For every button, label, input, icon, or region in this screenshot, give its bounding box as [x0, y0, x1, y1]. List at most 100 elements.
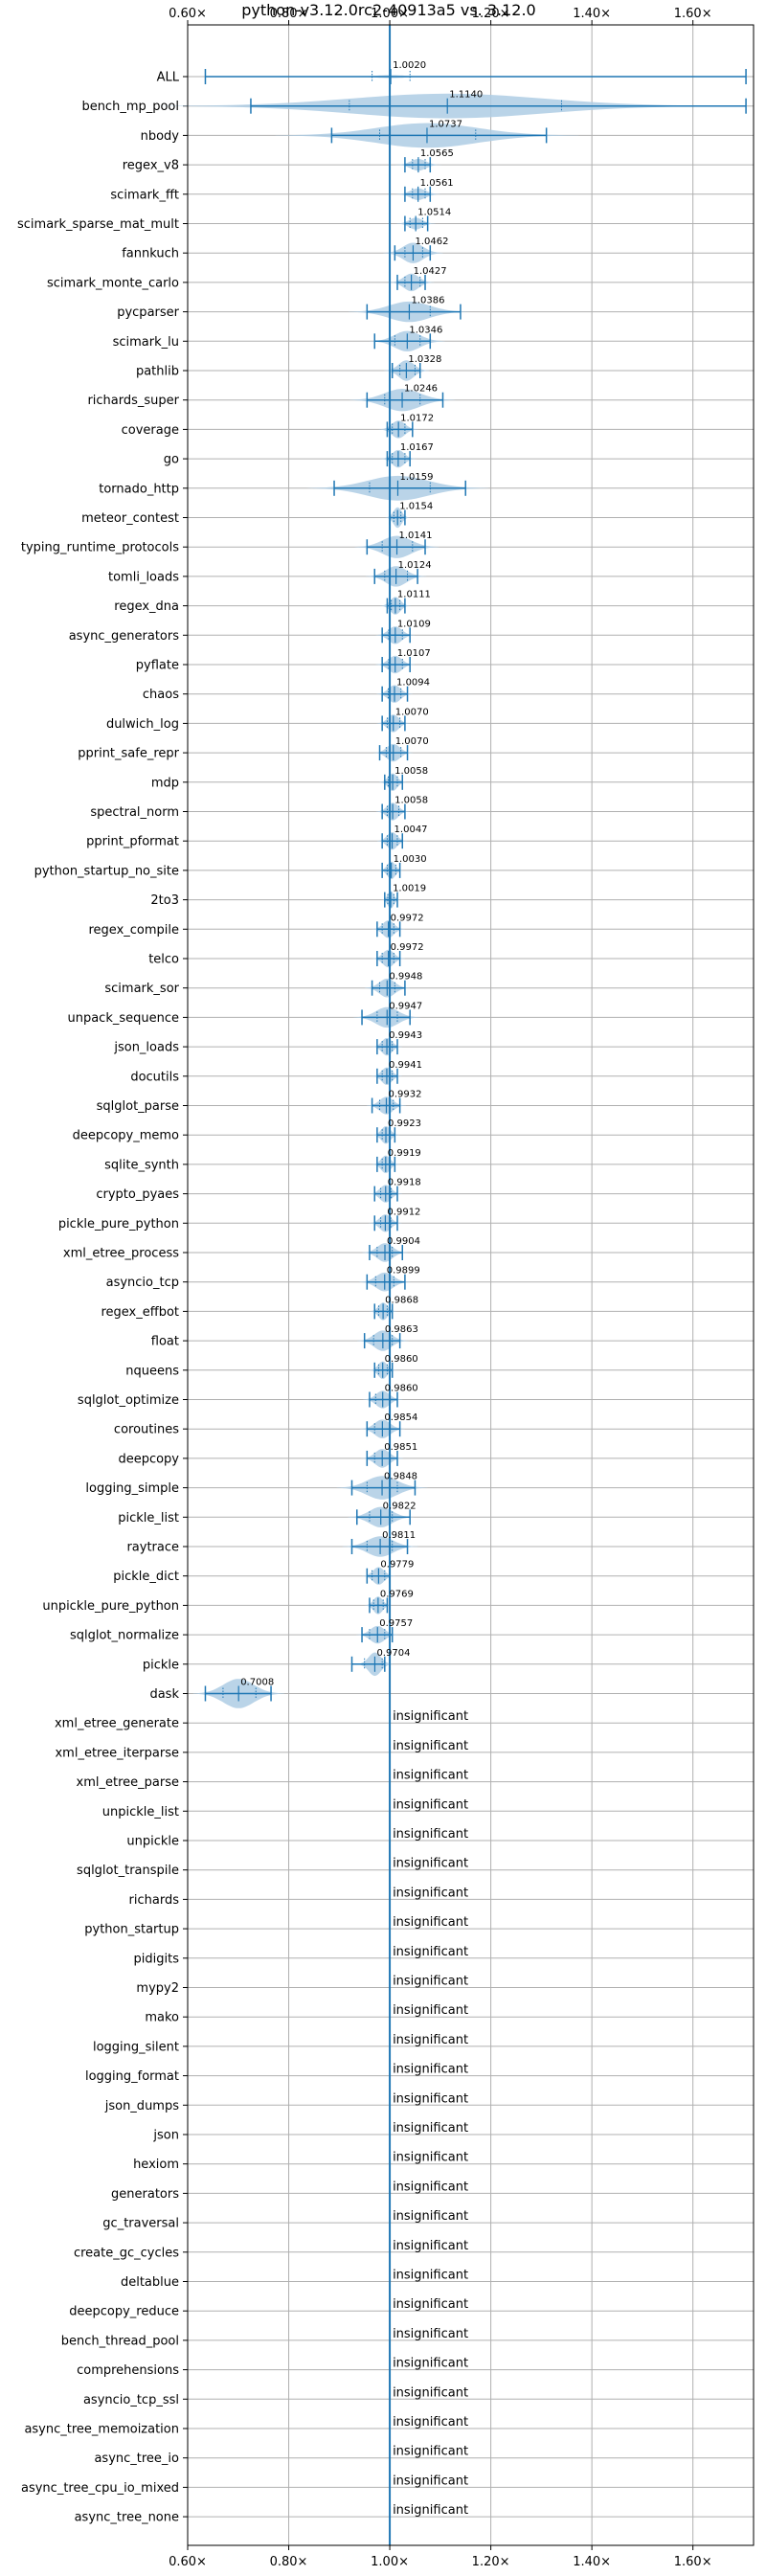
category-label: chaos: [143, 688, 179, 702]
value-label: 0.9848: [384, 1472, 417, 1482]
category-label: xml_etree_iterparse: [55, 1746, 179, 1760]
value-label: 1.0167: [400, 442, 434, 453]
value-label: 1.0058: [394, 766, 428, 777]
category-label: logging_format: [85, 2069, 179, 2084]
insignificant-label: insignificant: [393, 2445, 468, 2459]
category-label: regex_effbot: [101, 1305, 179, 1320]
category-label: comprehensions: [77, 2363, 179, 2378]
category-label: async_tree_none: [75, 2511, 179, 2525]
x-tick-label-top: 1.60×: [674, 7, 712, 21]
x-tick-label-bottom: 0.60×: [169, 2555, 207, 2569]
value-label: 0.9899: [387, 1266, 420, 1277]
insignificant-label: insignificant: [393, 2151, 468, 2165]
category-label: richards_super: [87, 394, 179, 408]
value-label: 0.9918: [388, 1178, 421, 1188]
category-label: bench_thread_pool: [61, 2334, 179, 2348]
category-label: async_tree_cpu_io_mixed: [21, 2481, 179, 2496]
value-label: 1.0107: [397, 648, 431, 659]
insignificant-label: insignificant: [393, 2003, 468, 2018]
category-label: meteor_contest: [81, 511, 179, 526]
category-label: logging_simple: [85, 1481, 179, 1496]
value-label: 0.9854: [384, 1412, 417, 1423]
value-label: 1.0462: [415, 237, 448, 247]
category-label: pickle_pure_python: [58, 1217, 179, 1232]
category-label: typing_runtime_protocols: [21, 541, 179, 555]
category-label: scimark_fft: [110, 188, 179, 202]
value-label: 0.9769: [380, 1589, 414, 1599]
value-label: 0.9822: [383, 1501, 417, 1511]
category-label: dask: [149, 1687, 179, 1702]
category-label: json_dumps: [104, 2099, 179, 2113]
value-label: 1.0094: [396, 678, 430, 689]
value-label: 1.0246: [404, 384, 438, 395]
value-label: 1.0427: [414, 266, 447, 277]
value-label: 0.9947: [389, 1001, 422, 1011]
label-layer: 0.60× 0.60× 0.80× 0.80× 1.00× 1.00× 1.20× 1.20×…: [17, 7, 712, 2569]
insignificant-label: insignificant: [393, 2091, 468, 2106]
plot-frame: [187, 24, 755, 2546]
insignificant-label: insignificant: [393, 2474, 468, 2488]
category-label: json: [152, 2129, 179, 2143]
category-label: unpack_sequence: [67, 1011, 179, 1026]
value-label: 0.9704: [376, 1648, 410, 1659]
value-label: 1.0070: [395, 736, 429, 747]
value-label: 0.9757: [379, 1618, 413, 1629]
category-label: json_loads: [113, 1041, 179, 1055]
category-label: create_gc_cycles: [74, 2246, 179, 2260]
value-label: 0.9851: [384, 1442, 417, 1453]
value-label: 1.0111: [397, 590, 431, 600]
category-label: regex_dna: [114, 599, 179, 614]
category-label: hexiom: [133, 2158, 179, 2172]
value-label: 1.0386: [411, 296, 444, 306]
category-label: unpickle: [126, 1835, 179, 1849]
value-label: 1.1140: [449, 90, 483, 101]
value-label: 0.9948: [389, 972, 422, 983]
value-label: 1.0561: [420, 178, 454, 189]
value-label: 1.0058: [394, 796, 428, 806]
value-label: 1.0154: [399, 502, 433, 512]
value-label: 1.0328: [408, 354, 441, 365]
category-label: sqlglot_parse: [97, 1099, 179, 1114]
category-label: telco: [148, 953, 179, 967]
category-label: python_startup_no_site: [34, 864, 179, 878]
value-label: 1.0030: [394, 854, 427, 865]
category-label: tomli_loads: [108, 570, 179, 584]
x-tick-label-bottom: 1.00×: [371, 2555, 409, 2569]
category-label: unpickle_pure_python: [42, 1599, 179, 1614]
category-label: mypy2: [136, 1981, 179, 1996]
category-label: sqlglot_transpile: [77, 1864, 179, 1878]
category-label: dulwich_log: [106, 717, 179, 732]
value-label: 1.0070: [395, 707, 429, 717]
value-label: 0.9912: [387, 1207, 420, 1217]
x-tick-label-bottom: 0.80×: [270, 2555, 308, 2569]
value-label: 1.0737: [429, 119, 462, 129]
category-label: sqlglot_optimize: [78, 1393, 179, 1408]
value-label: 0.9972: [391, 913, 424, 923]
category-label: deepcopy_reduce: [69, 2305, 179, 2319]
insignificant-label: insignificant: [393, 2503, 468, 2518]
value-label: 1.0172: [400, 413, 434, 423]
value-label: 1.0159: [399, 472, 433, 483]
category-label: pickle_list: [118, 1511, 179, 1525]
category-label: scimark_sor: [104, 982, 179, 996]
x-tick-label-bottom: 1.60×: [674, 2555, 712, 2569]
value-label: 0.9941: [389, 1060, 422, 1071]
category-label: pprint_pformat: [86, 835, 179, 849]
value-label: 0.9943: [389, 1030, 422, 1041]
category-label: pycparser: [117, 305, 179, 320]
x-tick-label-bottom: 1.40×: [573, 2555, 611, 2569]
x-tick-label-top: 0.60×: [169, 7, 207, 21]
category-label: scimark_lu: [113, 335, 179, 350]
insignificant-label: insignificant: [393, 2297, 468, 2312]
value-label: 0.9811: [382, 1530, 416, 1541]
category-label: coverage: [122, 423, 179, 438]
x-tick-label-top: 1.00×: [371, 7, 409, 21]
insignificant-label: insignificant: [393, 1769, 468, 1783]
insignificant-label: insignificant: [393, 2180, 468, 2194]
value-label: 1.0020: [393, 60, 426, 71]
value-label: 0.9904: [387, 1236, 420, 1247]
value-label: 1.0109: [397, 619, 431, 629]
category-label: scimark_monte_carlo: [47, 276, 179, 290]
category-label: spectral_norm: [90, 805, 179, 820]
category-label: mdp: [151, 776, 179, 790]
